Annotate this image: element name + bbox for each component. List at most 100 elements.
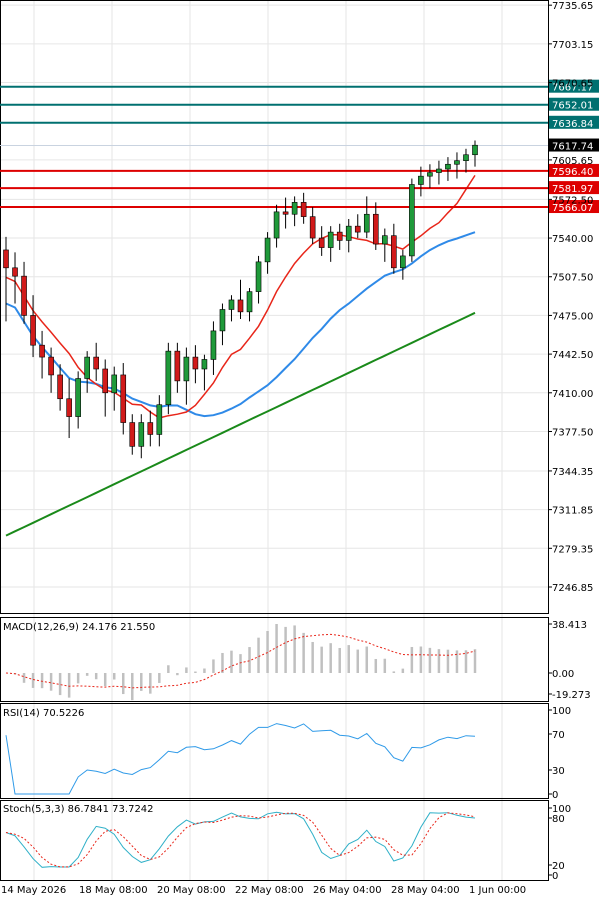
time-axis: 14 May 2026 18 May 08:00 20 May 08:00 22 Ma…	[1, 885, 526, 896]
time-label: 18 May 08:00	[79, 885, 148, 896]
price-tick-label: 7572.50	[552, 195, 593, 206]
candle-body	[75, 378, 81, 417]
rsi-label: RSI(14) 70.5226	[3, 708, 84, 719]
stoch-label: Stoch(5,3,3) 86.7841 73.7242	[3, 804, 154, 815]
price-tick-label: 7670.65	[552, 79, 593, 90]
candle-body	[309, 216, 316, 239]
price-tick-label: 7311.85	[552, 506, 593, 517]
candle-body	[21, 275, 27, 316]
candle-body	[409, 184, 415, 257]
level-badge	[549, 200, 599, 214]
level-badge	[549, 181, 599, 195]
candle-body	[165, 350, 172, 405]
candle-body	[454, 160, 460, 165]
candle-body	[237, 299, 244, 313]
candle-body	[336, 231, 343, 241]
time-label: 22 May 08:00	[235, 885, 304, 896]
candle-body	[228, 299, 235, 310]
level-badge-label: 7581.97	[552, 184, 593, 195]
rsi-tick-label: 70	[552, 730, 565, 741]
rsi-tick-label: 100	[552, 706, 571, 717]
macd-label: MACD(12,26,9) 24.176 21.550	[3, 622, 155, 633]
candle-body	[273, 211, 280, 239]
candle-body	[436, 168, 442, 173]
candle-body	[363, 213, 370, 233]
time-label: 28 May 04:00	[391, 885, 460, 896]
candle-body	[255, 261, 262, 292]
candle-body	[111, 374, 118, 394]
current-price-badge	[549, 138, 599, 152]
chart-frame	[0, 0, 549, 881]
level-badge-label: 7652.01	[552, 101, 593, 112]
candle-body	[445, 163, 451, 170]
candle-body	[183, 356, 190, 382]
time-label: 26 May 04:00	[313, 885, 382, 896]
price-tick-label: 7703.15	[552, 40, 593, 51]
candle-body	[12, 267, 18, 277]
price-tick-label: 7475.00	[552, 311, 593, 322]
candle-body	[472, 144, 478, 156]
candle-body	[192, 356, 199, 370]
level-badge	[549, 97, 599, 111]
candle-body	[318, 237, 325, 248]
level-badge	[549, 79, 599, 93]
price-axis: 7735.65 7703.15 7670.65 7605.65 7572.50 7540.…	[548, 1, 593, 594]
macd-tick-label: -19.273	[552, 690, 591, 701]
candle-body	[66, 398, 72, 417]
stoch-tick-label: 80	[552, 814, 565, 825]
stoch-tick-label: 20	[552, 861, 565, 872]
price-tick-label: 7410.00	[552, 389, 593, 400]
level-badge-label: 7596.40	[552, 167, 593, 178]
ma-long-line	[5, 311, 476, 537]
price-tick-label: 7279.35	[552, 544, 593, 555]
current-price-label: 7617.74	[552, 142, 593, 153]
level-badge-label: 7667.17	[552, 83, 593, 94]
price-tick-label: 7246.85	[552, 583, 593, 594]
candle-body	[300, 202, 307, 217]
macd-tick-label: 38.413	[552, 620, 587, 631]
candle-body	[372, 213, 379, 245]
time-label: 20 May 08:00	[157, 885, 226, 896]
time-label: 1 Jun 00:00	[469, 885, 526, 896]
candle-body	[84, 356, 90, 379]
candle-body	[102, 368, 109, 394]
price-tick-label: 7735.65	[552, 1, 593, 12]
candle-body	[156, 404, 163, 435]
candle-body	[463, 154, 469, 161]
price-tick-label: 7605.65	[552, 156, 593, 167]
ma-mid-line	[5, 231, 476, 418]
price-tick-label: 7377.50	[552, 427, 593, 438]
candle-body	[354, 225, 361, 233]
macd-tick-label: 0.00	[552, 669, 574, 680]
candle-body	[264, 237, 271, 263]
rsi-tick-label: 0	[552, 790, 558, 801]
stoch-k-line	[5, 811, 476, 868]
ma-fast-line	[5, 174, 476, 419]
level-badge	[549, 115, 599, 129]
candle-body	[210, 330, 217, 360]
candle-body	[427, 172, 433, 177]
level-badge-label: 7636.84	[552, 119, 593, 130]
candle-body	[327, 231, 334, 248]
stoch-d-line	[5, 812, 476, 868]
candle-body	[39, 344, 45, 358]
rsi-tick-label: 30	[552, 766, 565, 777]
candle-body	[48, 356, 54, 376]
price-tick-label: 7344.35	[552, 467, 593, 478]
candle-body	[57, 374, 63, 400]
candle-body	[129, 422, 136, 447]
rsi-line	[5, 723, 476, 795]
candle-body	[418, 175, 424, 185]
candle-body	[147, 422, 154, 435]
candle-body	[138, 422, 145, 447]
level-badge-label: 7566.07	[552, 203, 593, 214]
candle-body	[382, 235, 388, 245]
candle-body	[345, 225, 352, 241]
stoch-tick-label: 100	[552, 804, 571, 815]
candle-body	[391, 235, 397, 269]
candle-body	[246, 291, 253, 313]
candle-body	[120, 374, 127, 423]
candle-body	[174, 350, 181, 382]
